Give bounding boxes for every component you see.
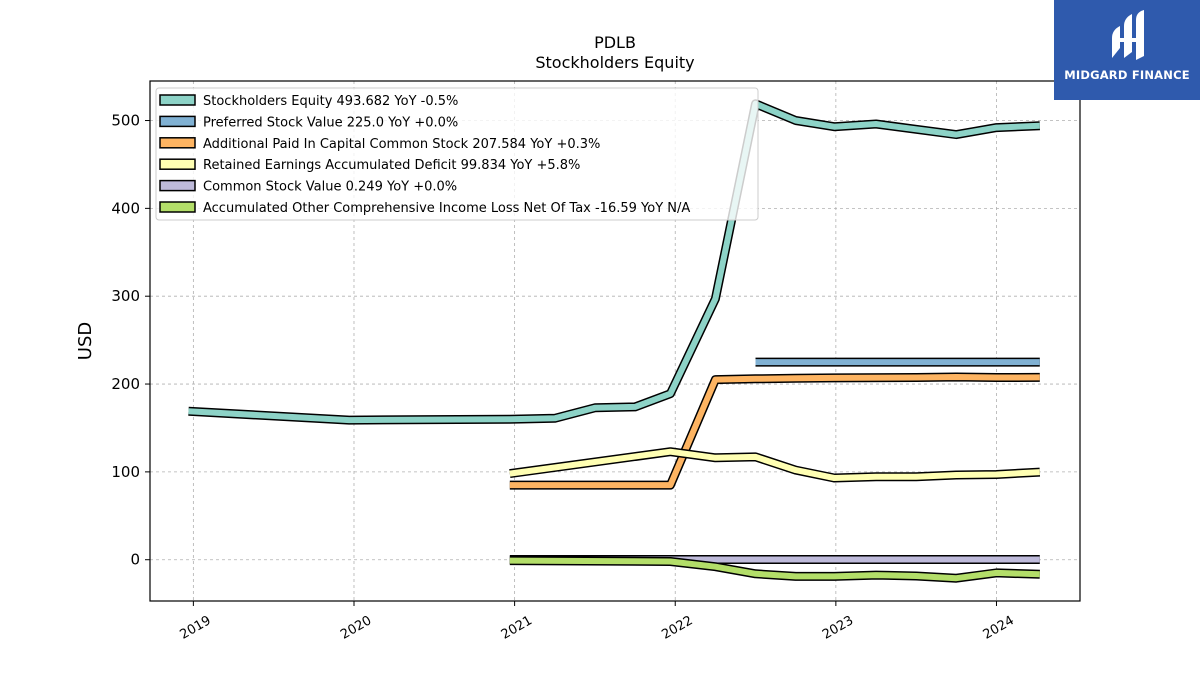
y-tick-label: 400 [111, 199, 140, 217]
x-tick-label: 2023 [820, 613, 856, 643]
plot-frame [149, 80, 1081, 602]
y-tick-label: 0 [130, 551, 140, 569]
legend-swatch [159, 115, 196, 128]
chart-title: PDLB [594, 33, 636, 52]
legend-item: Additional Paid In Capital Common Stock … [159, 137, 600, 152]
legend-swatch [159, 94, 196, 106]
legend-swatch [159, 137, 196, 149]
x-tick-label: 2024 [981, 613, 1017, 643]
brand-logo-icon [1112, 10, 1144, 60]
legend-label: Preferred Stock Value 225.0 YoY +0.0% [203, 115, 458, 130]
y-axis-label: USD [75, 322, 96, 360]
y-tick-label: 100 [111, 463, 140, 481]
legend-item: Accumulated Other Comprehensive Income L… [159, 201, 690, 216]
y-tick-label: 300 [111, 287, 140, 305]
legend-label: Retained Earnings Accumulated Deficit 99… [203, 158, 580, 173]
legend-swatch [159, 158, 196, 170]
legend-item: Stockholders Equity 493.682 YoY -0.5% [159, 94, 458, 109]
legend-item: Retained Earnings Accumulated Deficit 99… [159, 158, 580, 173]
legend-box [155, 87, 759, 221]
legend-label: Stockholders Equity 493.682 YoY -0.5% [203, 94, 458, 109]
series-line [509, 448, 1040, 481]
series-2 [509, 372, 1040, 490]
x-tick-label: 2020 [338, 613, 374, 643]
brand-logo: MIDGARD FINANCE [1054, 0, 1200, 100]
x-axis: 2019 2020 2021 2022 2023 2024 [178, 601, 1017, 643]
legend-item: Common Stock Value 0.249 YoY +0.0% [159, 179, 457, 195]
y-tick-label: 500 [111, 112, 140, 130]
legend-label: Additional Paid In Capital Common Stock … [203, 137, 600, 152]
legend-item: Preferred Stock Value 225.0 YoY +0.0% [159, 115, 458, 130]
legend-swatch [159, 179, 196, 192]
brand-name: MIDGARD FINANCE [1064, 68, 1190, 82]
chart-subtitle: Stockholders Equity [535, 53, 694, 72]
series-line [509, 374, 1040, 489]
series-layer [188, 99, 1041, 583]
series-line [509, 557, 1040, 582]
x-tick-label: 2019 [178, 613, 214, 643]
series-3 [509, 447, 1041, 483]
y-axis: 0 100 200 300 400 500 [111, 112, 150, 569]
series-5 [509, 556, 1040, 583]
x-tick-label: 2022 [659, 613, 695, 643]
legend-swatch [159, 201, 196, 213]
x-tick-label: 2021 [499, 613, 535, 643]
legend: Stockholders Equity 493.682 YoY -0.5% Pre… [155, 87, 759, 221]
legend-label: Common Stock Value 0.249 YoY +0.0% [203, 180, 457, 195]
series-line-outline [509, 372, 1040, 490]
y-tick-label: 200 [111, 375, 140, 393]
legend-label: Accumulated Other Comprehensive Income L… [203, 201, 690, 216]
